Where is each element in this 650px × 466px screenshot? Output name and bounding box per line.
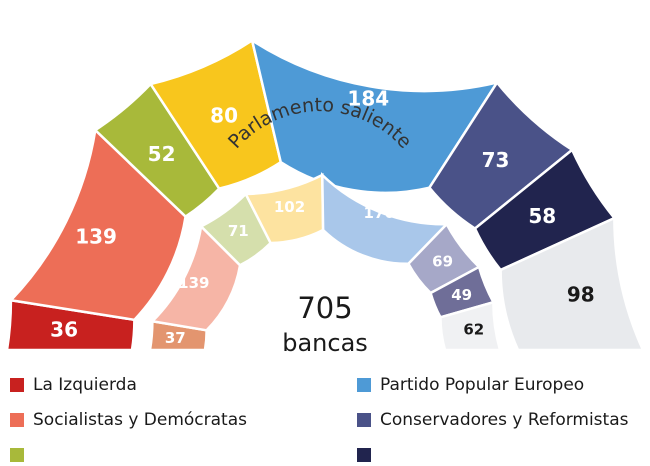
legend-label-0: La Izquierda (33, 375, 137, 395)
outer-label-7: 98 (567, 283, 595, 307)
outer-label-6: 58 (528, 204, 556, 228)
legend-item-2: Socialistas y Demócratas (10, 409, 247, 431)
inner-label-1: 139 (178, 274, 209, 292)
legend-item-3: Conservadores y Reformistas (357, 409, 628, 431)
outer-label-3: 80 (210, 103, 238, 127)
outer-label-2: 52 (148, 142, 176, 166)
total-seats-label: bancas (282, 329, 368, 357)
outer-label-5: 73 (482, 148, 510, 172)
parliament-chart: 36 139 52 80 184 73 58 98 37 139 71 102 176 69 49 62 P… (5, 37, 645, 462)
inner-label-7: 62 (463, 321, 484, 339)
legend-label-1: Partido Popular Europeo (380, 375, 585, 395)
inner-label-4: 176 (364, 204, 395, 222)
legend-swatch-2 (10, 413, 24, 427)
legend-label-3: Conservadores y Reformistas (380, 410, 629, 430)
outer-label-1: 139 (75, 225, 117, 249)
legend-label-2: Socialistas y Demócratas (33, 410, 247, 430)
outer-ring: 36 139 52 80 184 73 58 98 (5, 37, 645, 352)
inner-label-6: 49 (451, 286, 472, 304)
legend-swatch-3 (357, 413, 371, 427)
legend-swatch-4 (10, 448, 24, 462)
legend-swatch-0 (10, 378, 24, 392)
legend-item-5 (357, 444, 380, 466)
legend-item-1: Partido Popular Europeo (357, 374, 584, 396)
inner-segment-7 (439, 300, 502, 352)
total-seats-value: 705 (297, 291, 352, 325)
legend-item-0: La Izquierda (10, 374, 137, 396)
legend-swatch-5 (357, 448, 371, 462)
legend-swatch-1 (357, 378, 371, 392)
inner-label-2: 71 (228, 222, 249, 240)
outer-label-4: 184 (347, 86, 389, 110)
inner-label-0: 37 (165, 329, 186, 347)
inner-label-3: 102 (274, 198, 305, 216)
outer-label-0: 36 (50, 318, 78, 342)
legend-item-4 (10, 444, 33, 466)
outer-segment-7 (499, 216, 645, 352)
inner-label-5: 69 (432, 252, 453, 270)
inner-ring: 37 139 71 102 176 69 49 62 (148, 172, 502, 352)
